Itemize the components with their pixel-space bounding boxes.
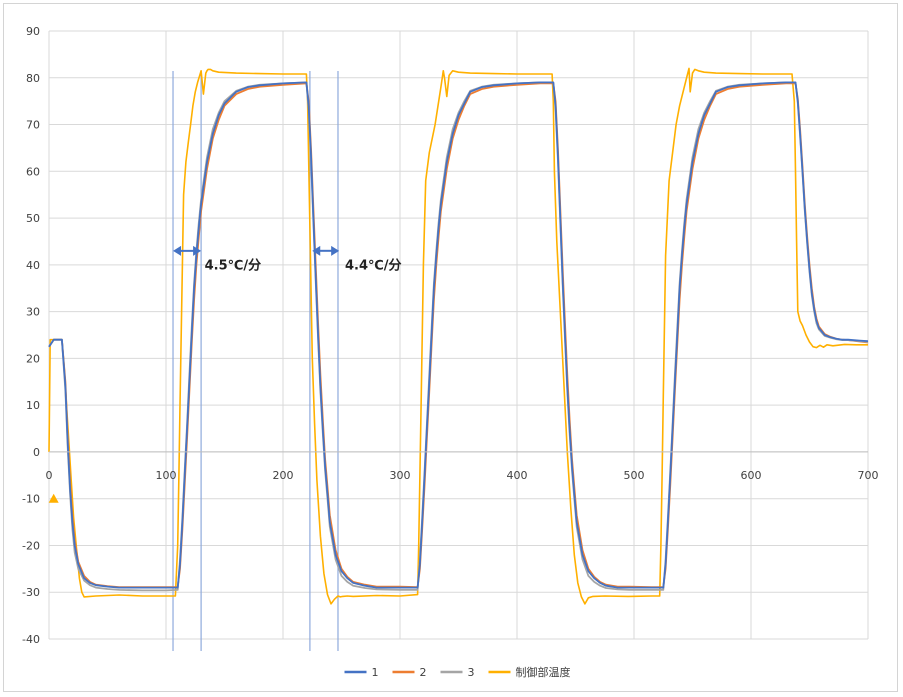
rate-annotation: 4.5℃/分 [205, 258, 262, 274]
series-lines [48, 67, 869, 605]
y-tick-label: 80 [26, 72, 40, 85]
chart-frame: -40 -30 -20 -10 0 10 20 30 40 50 60 70 80 90 0 100 200 30… [3, 3, 898, 692]
series-line-2 [48, 82, 869, 588]
legend-label-2: 2 [420, 666, 427, 679]
series-line-3 [48, 81, 869, 592]
start-marker-triangle [48, 493, 59, 503]
rate-annotation: 4.4℃/分 [345, 258, 402, 274]
rate-arrow-head-right [331, 245, 340, 256]
rate-arrow-head-right [193, 245, 202, 256]
y-tick-label: 0 [33, 446, 40, 459]
y-tick-label: 30 [26, 306, 40, 319]
x-tick-label: 600 [741, 469, 762, 482]
x-tick-label: 400 [507, 469, 528, 482]
y-tick-label: 20 [26, 352, 40, 365]
y-tick-label: 50 [26, 212, 40, 225]
axes: -40 -30 -20 -10 0 10 20 30 40 50 60 70 80 90 0 100 200 30… [22, 25, 878, 646]
legend-label-1: 1 [372, 666, 379, 679]
x-tick-label: 0 [46, 469, 53, 482]
y-tick-label: 10 [26, 399, 40, 412]
y-tick-label: -30 [22, 586, 40, 599]
y-tick-label: 40 [26, 259, 40, 272]
series-line-4 [48, 67, 868, 605]
rate-arrow-head-left [312, 245, 321, 256]
series-line-1 [48, 81, 869, 589]
legend-label-4: 制御部温度 [516, 665, 571, 679]
x-tick-label: 700 [858, 469, 879, 482]
rate-arrow-head-left [173, 245, 182, 256]
x-tick-label: 500 [624, 469, 645, 482]
line-chart: -40 -30 -20 -10 0 10 20 30 40 50 60 70 80 90 0 100 200 30… [22, 25, 878, 679]
y-tick-label: -20 [22, 539, 40, 552]
x-tick-label: 200 [273, 469, 294, 482]
annotations: 4.5℃/分 4.4℃/分 [48, 245, 402, 503]
legend: 1 2 3 制御部温度 [344, 665, 571, 679]
y-tick-label: 60 [26, 165, 40, 178]
y-tick-label: -40 [22, 633, 40, 646]
x-tick-label: 300 [390, 469, 411, 482]
vertical-marker-lines [172, 71, 339, 651]
y-tick-label: 70 [26, 119, 40, 132]
y-tick-label: -10 [22, 493, 40, 506]
x-tick-label: 100 [156, 469, 177, 482]
legend-label-3: 3 [468, 666, 475, 679]
y-tick-label: 90 [26, 25, 40, 38]
